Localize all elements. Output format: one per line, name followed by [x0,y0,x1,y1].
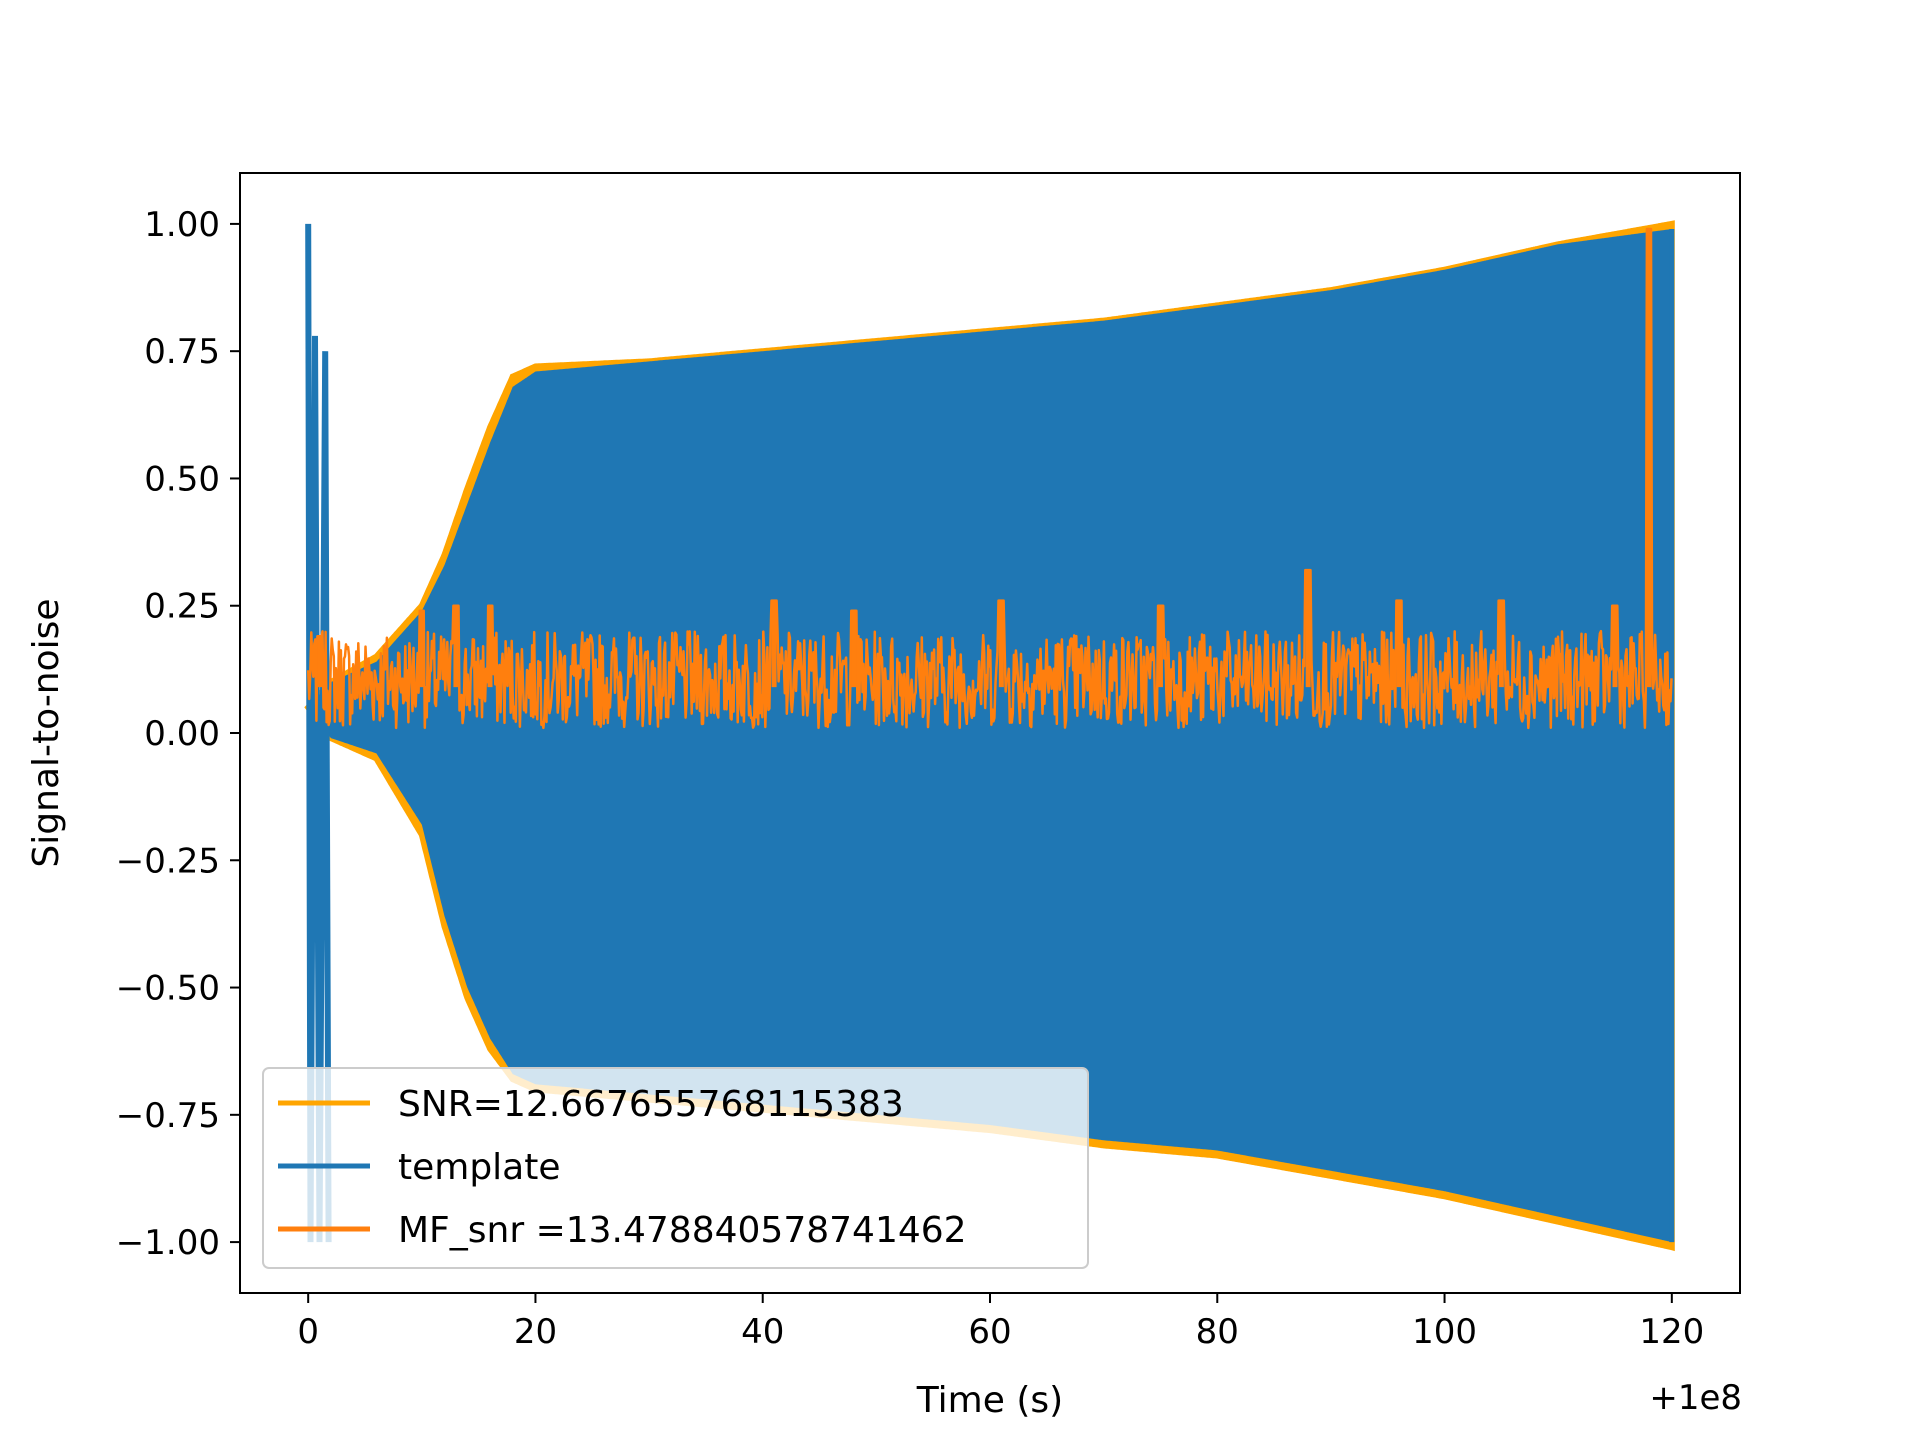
y-axis: 1.00 0.75 0.50 0.25 0.00 −0.25 −0.50 −0.75 −1.00 [116,205,240,1263]
x-tick-label: 20 [514,1312,557,1352]
y-tick-label: 0.50 [144,459,220,499]
x-tick-label: 120 [1639,1312,1704,1352]
legend-box [262,1067,1089,1269]
legend: SNR=12.667655768115383 template MF_snr =1… [262,1067,1089,1269]
y-tick-label: 0.00 [144,714,220,754]
legend-label: SNR=12.667655768115383 [398,1084,904,1125]
x-tick-label: 60 [968,1312,1011,1352]
x-axis-label: Time (s) [916,1380,1063,1421]
y-axis-label: Signal-to-noise [26,598,67,867]
y-tick-label: −0.50 [116,969,220,1009]
series-layer [304,220,1675,1252]
x-tick-label: 0 [297,1312,319,1352]
y-tick-label: 1.00 [144,205,220,245]
template-fill [308,229,1672,1243]
legend-label: template [398,1147,561,1188]
x-axis-offset-label: +1e8 [1649,1378,1742,1418]
y-tick-label: 0.25 [144,587,220,627]
plot-area [239,172,1741,1294]
x-tick-label: 40 [741,1312,784,1352]
y-tick-label: −0.75 [116,1096,220,1136]
x-tick-label: 80 [1196,1312,1239,1352]
y-tick-label: 0.75 [144,332,220,372]
y-tick-label: −1.00 [116,1223,220,1263]
mf-snr-line [306,227,1673,730]
x-axis: 0 20 40 60 80 100 120 [297,1293,1704,1352]
legend-label: MF_snr =13.478840578741462 [398,1210,967,1251]
y-tick-label: −0.25 [116,841,220,881]
x-tick-label: 100 [1412,1312,1477,1352]
